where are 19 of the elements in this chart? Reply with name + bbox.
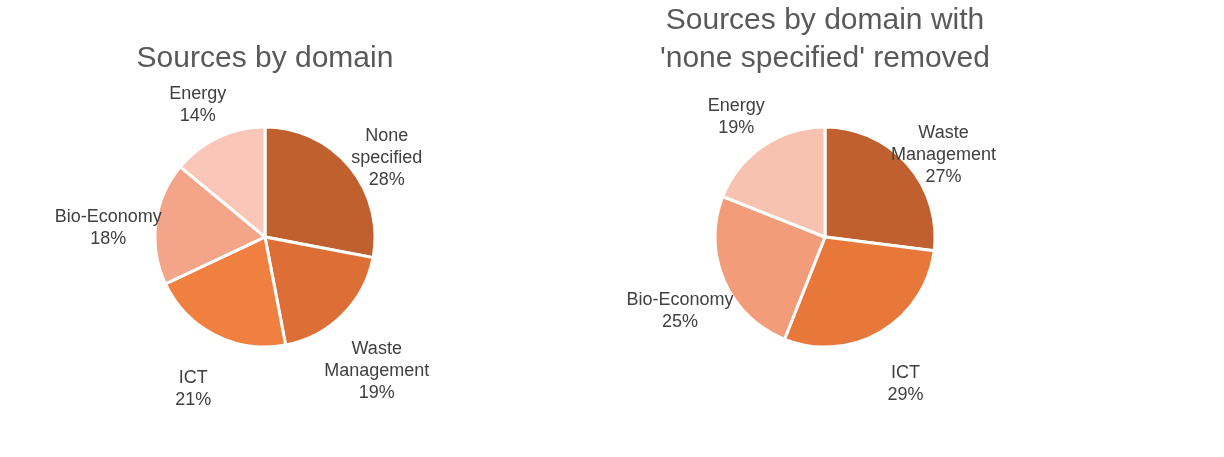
data-label: 14%: [179, 105, 216, 126]
data-label: 28%: [368, 169, 405, 190]
slice-label: Waste Management: [324, 337, 430, 380]
data-label: 19%: [718, 117, 755, 138]
data-label: 21%: [175, 388, 212, 409]
chart-title: Sources by domain: [136, 40, 394, 73]
slice-label: None specified: [351, 125, 423, 168]
chart-title: Sources by domain with 'none specified' removed: [660, 2, 990, 73]
slice-label: ICT: [178, 366, 208, 387]
slice-label: Energy: [707, 95, 765, 116]
slice-label: Bio-Economy: [626, 288, 734, 309]
data-label: 27%: [925, 165, 962, 186]
data-label: 25%: [661, 310, 699, 331]
slice-label: ICT: [890, 362, 920, 382]
data-label: 19%: [358, 381, 395, 402]
slice-label: Energy: [169, 83, 227, 104]
data-label: 18%: [90, 228, 127, 249]
slice-label: Waste Management: [890, 121, 997, 164]
data-label: 29%: [887, 384, 924, 404]
